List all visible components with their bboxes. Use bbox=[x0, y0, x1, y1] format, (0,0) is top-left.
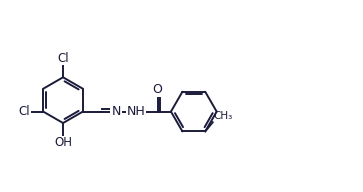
Text: Cl: Cl bbox=[57, 52, 69, 65]
Text: Cl: Cl bbox=[19, 105, 30, 118]
Text: CH₃: CH₃ bbox=[213, 111, 232, 121]
Text: OH: OH bbox=[54, 136, 72, 149]
Text: N: N bbox=[111, 105, 121, 118]
Text: NH: NH bbox=[127, 105, 146, 118]
Text: O: O bbox=[152, 83, 162, 96]
